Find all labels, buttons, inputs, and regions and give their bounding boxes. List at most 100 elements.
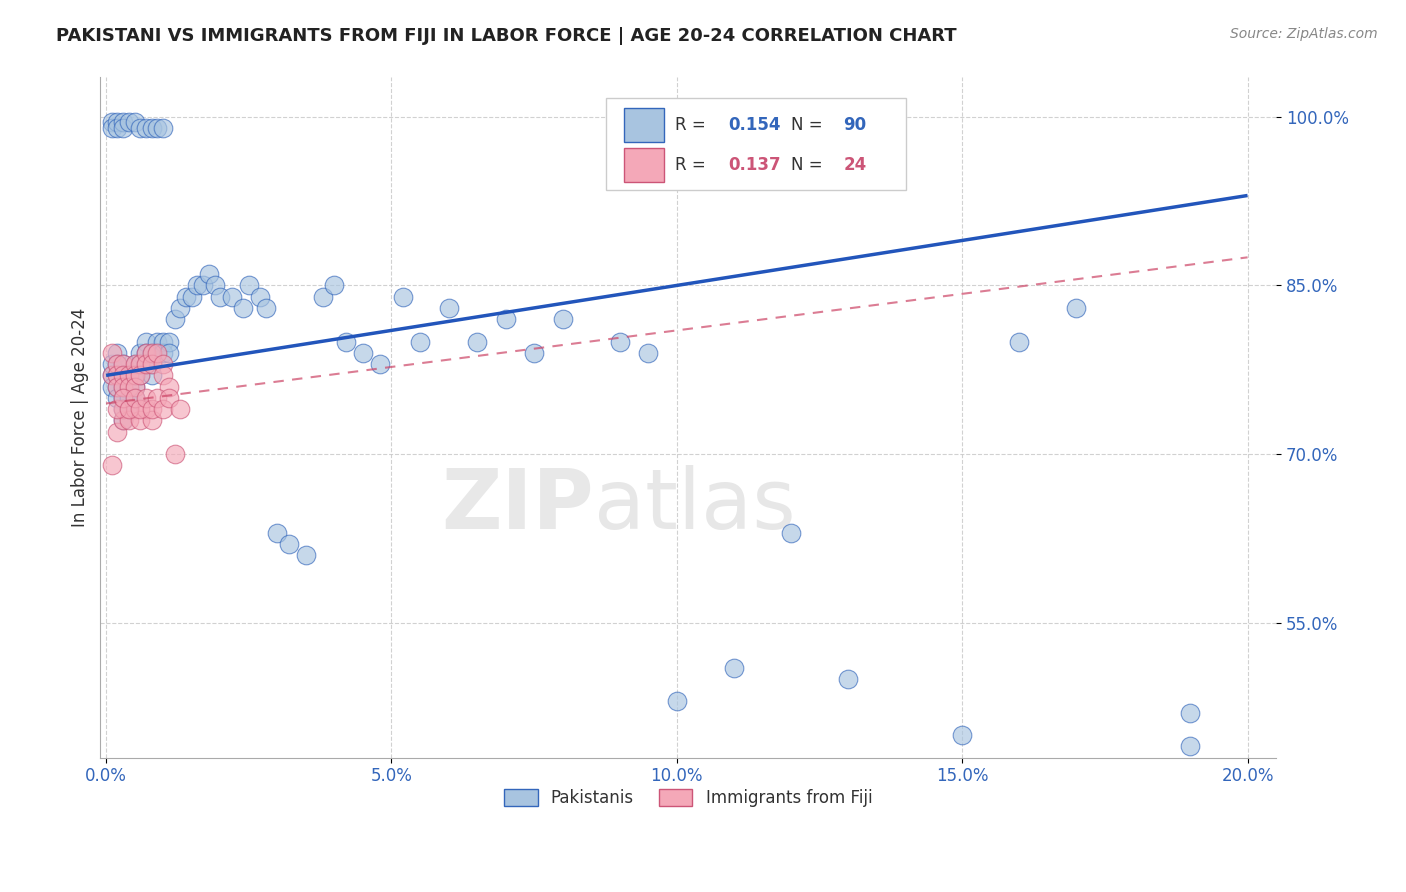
Point: [100, 115, 122, 129]
Point: [129, 368, 152, 383]
Point: [437, 301, 460, 315]
Point: [198, 267, 221, 281]
Point: [368, 357, 391, 371]
Point: [146, 334, 169, 349]
Point: [124, 357, 146, 371]
Text: R =: R =: [675, 156, 711, 174]
Point: [238, 278, 260, 293]
Point: [152, 346, 174, 360]
Point: [129, 357, 152, 371]
Point: [141, 121, 163, 136]
Point: [112, 391, 135, 405]
Point: [112, 368, 135, 383]
Point: [637, 346, 659, 360]
Point: [180, 290, 202, 304]
Point: [129, 402, 152, 417]
Point: [112, 379, 135, 393]
Point: [232, 301, 254, 315]
Point: [112, 121, 135, 136]
Point: [129, 346, 152, 360]
Point: [157, 379, 180, 393]
Point: [141, 368, 163, 383]
Point: [107, 425, 129, 439]
Text: R =: R =: [675, 116, 711, 134]
FancyBboxPatch shape: [623, 109, 664, 142]
Point: [186, 278, 208, 293]
Point: [146, 391, 169, 405]
Point: [780, 525, 803, 540]
Point: [295, 548, 318, 562]
Point: [392, 290, 415, 304]
Point: [163, 312, 186, 326]
Point: [107, 379, 129, 393]
Point: [141, 413, 163, 427]
Point: [254, 301, 277, 315]
Point: [112, 402, 135, 417]
Point: [107, 346, 129, 360]
Point: [191, 278, 214, 293]
Point: [107, 402, 129, 417]
Point: [118, 391, 141, 405]
Point: [141, 346, 163, 360]
Point: [112, 357, 135, 371]
Point: [135, 346, 157, 360]
Point: [609, 334, 631, 349]
Point: [169, 402, 191, 417]
Point: [112, 402, 135, 417]
Point: [112, 413, 135, 427]
Point: [112, 379, 135, 393]
Point: [135, 357, 157, 371]
Point: [523, 346, 546, 360]
Point: [323, 278, 346, 293]
Point: [1066, 301, 1088, 315]
Point: [146, 121, 169, 136]
Point: [118, 115, 141, 129]
Point: [100, 368, 122, 383]
Point: [146, 346, 169, 360]
Point: [107, 115, 129, 129]
Text: Source: ZipAtlas.com: Source: ZipAtlas.com: [1230, 27, 1378, 41]
Point: [100, 379, 122, 393]
Legend: Pakistanis, Immigrants from Fiji: Pakistanis, Immigrants from Fiji: [498, 782, 879, 814]
Point: [107, 368, 129, 383]
Point: [112, 357, 135, 371]
Point: [135, 402, 157, 417]
Point: [204, 278, 226, 293]
Text: N =: N =: [790, 116, 827, 134]
Point: [141, 402, 163, 417]
Point: [124, 357, 146, 371]
Point: [118, 413, 141, 427]
Point: [112, 413, 135, 427]
Text: 0.154: 0.154: [728, 116, 780, 134]
Text: atlas: atlas: [595, 466, 796, 547]
FancyBboxPatch shape: [606, 98, 905, 190]
Y-axis label: In Labor Force | Age 20-24: In Labor Force | Age 20-24: [72, 308, 89, 527]
Point: [141, 357, 163, 371]
Point: [152, 357, 174, 371]
Point: [100, 346, 122, 360]
Point: [112, 115, 135, 129]
Point: [124, 379, 146, 393]
Point: [135, 121, 157, 136]
Point: [409, 334, 432, 349]
Point: [129, 368, 152, 383]
Point: [107, 357, 129, 371]
Text: PAKISTANI VS IMMIGRANTS FROM FIJI IN LABOR FORCE | AGE 20-24 CORRELATION CHART: PAKISTANI VS IMMIGRANTS FROM FIJI IN LAB…: [56, 27, 957, 45]
Point: [124, 402, 146, 417]
Point: [112, 368, 135, 383]
Point: [352, 346, 374, 360]
Point: [100, 458, 122, 473]
Point: [118, 368, 141, 383]
Point: [118, 379, 141, 393]
Point: [135, 391, 157, 405]
Point: [723, 661, 745, 675]
Point: [129, 357, 152, 371]
Point: [141, 357, 163, 371]
Point: [141, 346, 163, 360]
Text: 24: 24: [844, 156, 866, 174]
Point: [312, 290, 335, 304]
Point: [249, 290, 271, 304]
Point: [157, 346, 180, 360]
Point: [152, 402, 174, 417]
Point: [100, 121, 122, 136]
